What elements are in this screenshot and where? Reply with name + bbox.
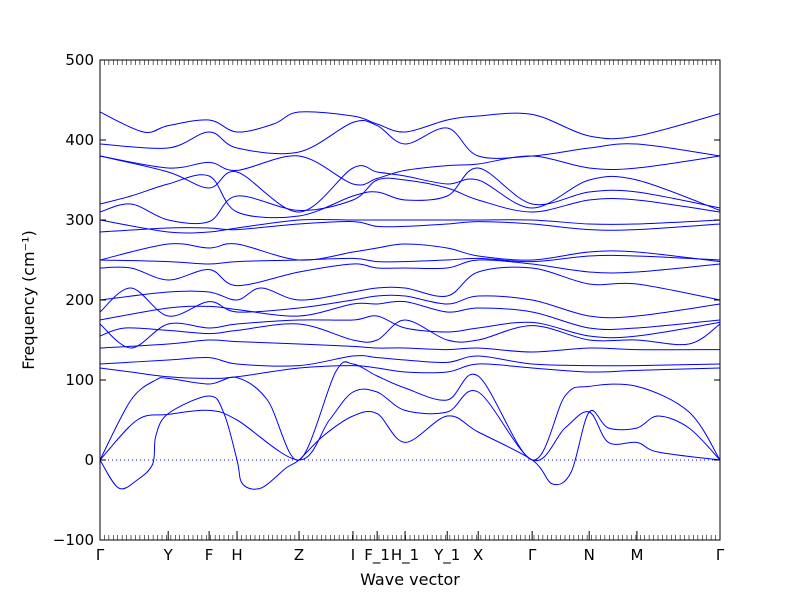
band-line-4 xyxy=(100,363,720,379)
y-tick-label: 300 xyxy=(65,211,94,229)
y-tick-label: 200 xyxy=(65,291,94,309)
y-axis-label: Frequency (cm⁻¹) xyxy=(19,230,38,369)
x-tick-label: Γ xyxy=(96,546,105,564)
band-line-16 xyxy=(100,218,720,234)
band-line-22 xyxy=(100,111,720,140)
band-line-1 xyxy=(100,395,720,490)
x-tick-label: H xyxy=(231,546,242,564)
x-tick-label: Z xyxy=(294,546,304,564)
x-tick-label: H_1 xyxy=(391,546,419,565)
band-line-6 xyxy=(100,339,720,353)
band-line-7 xyxy=(100,319,720,346)
x-tick-label: Y xyxy=(163,546,174,564)
band-line-5 xyxy=(100,355,720,367)
x-tick-label: F_1 xyxy=(364,546,390,565)
band-line-18 xyxy=(100,167,720,219)
band-line-15 xyxy=(100,221,720,233)
band-line-8 xyxy=(100,315,720,349)
x-tick-label: I xyxy=(351,546,355,564)
band-line-20 xyxy=(100,155,720,186)
y-tick-label: 0 xyxy=(84,451,94,469)
band-line-19 xyxy=(100,155,720,213)
y-tick-label: 400 xyxy=(65,131,94,149)
y-tick-label: 500 xyxy=(65,51,94,69)
band-line-3 xyxy=(100,361,720,461)
plot-frame xyxy=(99,59,721,541)
band-line-14 xyxy=(100,243,720,263)
band-line-21 xyxy=(100,120,720,159)
x-tick-label: Γ xyxy=(716,546,725,564)
x-axis-label: Wave vector xyxy=(360,570,460,589)
band-line-12 xyxy=(100,259,720,287)
band-line-10 xyxy=(100,287,720,319)
band-line-9 xyxy=(100,300,720,331)
x-tick-label: M xyxy=(630,546,643,564)
x-tick-label: N xyxy=(584,546,595,564)
x-tick-label: X xyxy=(473,546,483,564)
x-tick-label: F xyxy=(205,546,214,564)
band-line-17 xyxy=(100,177,720,225)
band-line-13 xyxy=(100,254,720,265)
y-tick-label: −100 xyxy=(53,531,94,549)
band-line-2 xyxy=(100,388,720,462)
band-line-11 xyxy=(100,266,720,301)
y-tick-label: 100 xyxy=(65,371,94,389)
x-tick-label: Y_1 xyxy=(433,546,460,565)
x-tick-label: Γ xyxy=(528,546,537,564)
